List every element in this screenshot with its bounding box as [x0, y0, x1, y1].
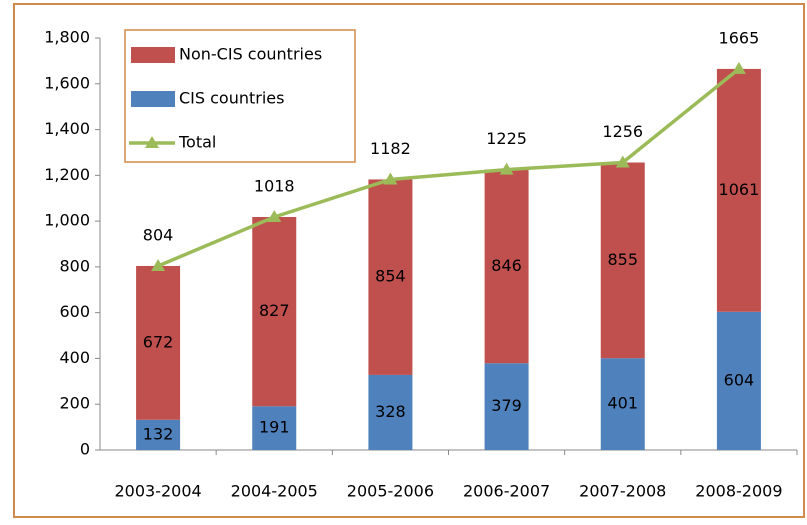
data-label: 1061 — [719, 180, 760, 199]
total-marker — [151, 258, 166, 271]
total-label: 1665 — [719, 28, 760, 47]
total-label: 1256 — [602, 122, 643, 141]
y-tick-label: 800 — [59, 256, 90, 275]
bar-segment — [136, 265, 181, 420]
total-label: 804 — [143, 225, 174, 244]
data-label: 672 — [143, 332, 174, 351]
y-tick-label: 400 — [59, 348, 90, 367]
bar-segment — [716, 68, 761, 312]
x-tick-label: 2005-2006 — [347, 482, 434, 501]
bar-segment — [252, 216, 297, 407]
y-tick-label: 1,600 — [44, 73, 90, 92]
legend-marker — [145, 136, 159, 148]
x-tick-label: 2006-2007 — [463, 482, 550, 501]
x-tick-label: 2008-2009 — [695, 482, 782, 501]
total-line — [157, 67, 741, 268]
total-label: 1182 — [370, 139, 411, 158]
legend-label: CIS countries — [179, 89, 284, 108]
data-label: 827 — [259, 301, 290, 320]
total-marker — [267, 209, 282, 222]
total-marker — [383, 172, 398, 185]
data-label: 401 — [607, 394, 638, 413]
x-tick-label: 2003-2004 — [114, 482, 201, 501]
data-label: 379 — [491, 396, 522, 415]
data-label: 846 — [491, 256, 522, 275]
data-label: 854 — [375, 267, 406, 286]
total-marker — [615, 155, 630, 168]
data-label: 855 — [607, 250, 638, 269]
legend-swatch — [131, 47, 175, 63]
bar-segment — [136, 419, 181, 450]
y-tick-label: 200 — [59, 394, 90, 413]
x-tick-label: 2004-2005 — [231, 482, 318, 501]
y-tick-label: 1,200 — [44, 165, 90, 184]
y-tick-label: 1,400 — [44, 119, 90, 138]
legend-label: Non-CIS countries — [179, 45, 322, 64]
bar-segment — [368, 179, 413, 375]
y-tick-label: 600 — [59, 302, 90, 321]
data-label: 132 — [143, 424, 174, 443]
total-marker — [499, 162, 514, 175]
x-tick-label: 2007-2008 — [579, 482, 666, 501]
bar-segment — [716, 311, 761, 450]
total-label: 1225 — [486, 129, 527, 148]
y-tick-label: 1,800 — [44, 28, 90, 47]
bar-segment — [600, 162, 645, 359]
y-tick-label: 1,000 — [44, 211, 90, 230]
y-tick-label: 0 — [80, 440, 90, 459]
data-label: 328 — [375, 402, 406, 421]
legend-swatch — [131, 91, 175, 107]
bar-segment — [484, 363, 529, 450]
legend-label: Total — [178, 133, 216, 152]
bar-segment — [600, 358, 645, 450]
data-label: 191 — [259, 418, 290, 437]
bar-segment — [252, 406, 297, 450]
total-label: 1018 — [254, 176, 295, 195]
bar-segment — [484, 169, 529, 364]
data-label: 604 — [724, 370, 755, 389]
total-marker — [731, 61, 746, 74]
bar-segment — [368, 374, 413, 450]
